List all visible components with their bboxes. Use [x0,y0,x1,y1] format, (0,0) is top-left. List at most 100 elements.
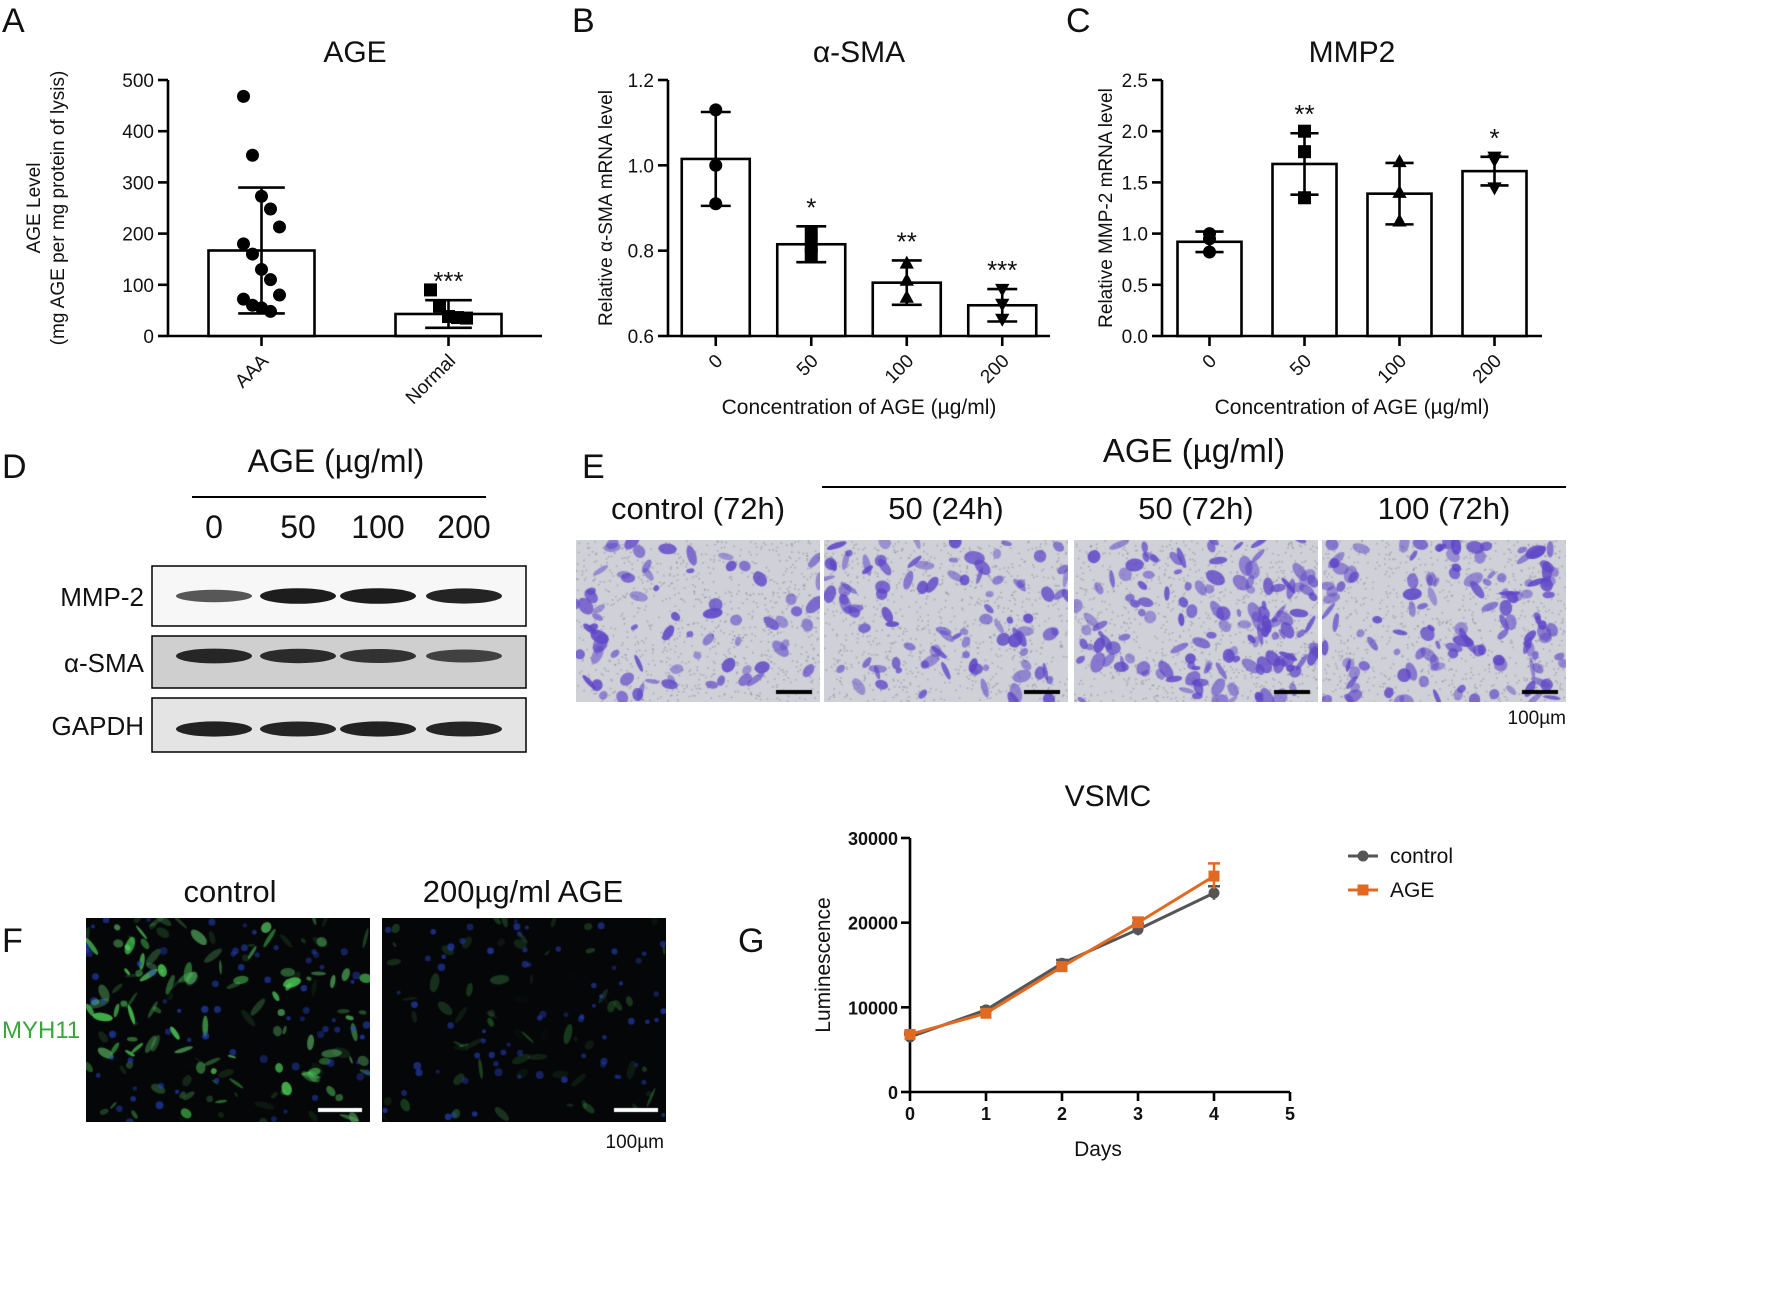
data-point [273,220,286,234]
blot-band [176,721,252,737]
data-point [237,89,250,103]
migration-micrograph [576,540,820,702]
data-point [1487,182,1502,196]
panel-letter-f: F [2,922,23,960]
x-axis-label: Concentration of AGE (µg/ml) [1215,396,1490,419]
panel-letter-a: A [2,2,25,40]
y-tick-label: 10000 [848,998,898,1018]
y-axis-label: Relative α-SMA mRNA level [596,90,617,326]
data-point [899,272,914,286]
migration-micrograph [824,540,1068,702]
x-tick-label: 100 [1374,351,1411,388]
data-point [264,273,277,287]
y-tick-label: 1.2 [628,71,654,92]
significance-marker: *** [987,255,1017,285]
data-point [1132,917,1144,929]
y-axis-label: AGE Level [24,163,45,254]
blot-band [260,588,336,604]
y-tick-label: 300 [122,173,154,194]
x-tick-label: 0 [705,351,727,373]
y-tick-label: 20000 [848,914,898,934]
data-point [995,313,1010,327]
panel-letter-e: E [582,448,605,486]
significance-marker: *** [433,266,463,296]
data-point [255,189,268,203]
blot-row-label: α-SMA [64,648,145,678]
data-point [1298,124,1311,138]
data-point [433,299,446,313]
migration-micrograph-canvas [824,540,1068,702]
condition-label: control (72h) [611,491,785,526]
x-tick-label: 2 [1057,1104,1067,1124]
blot-row-label: GAPDH [52,711,144,741]
blot-band [340,649,416,663]
data-point [709,158,723,172]
migration-assay-panel: AGE (µg/ml) control (72h) 50 (24h) 50 (72h)… [611,432,1566,729]
bar-200 [1461,169,1528,338]
blot-header: AGE (µg/ml) [248,443,425,479]
condition-label: 200µg/ml AGE [423,874,624,909]
x-tick-label: 1 [981,1104,991,1124]
data-point [1203,232,1216,246]
blot-band [260,721,336,737]
data-point [1203,245,1216,259]
fluorescence-micrograph [382,918,666,1122]
data-point [1392,184,1407,198]
x-axis-label: Concentration of AGE (µg/ml) [722,396,997,419]
lane-label: 50 [280,509,316,545]
data-point [246,148,259,162]
data-point [246,247,259,261]
condition-label: 100 (72h) [1378,491,1511,526]
chart-title: α-SMA [813,36,905,69]
data-point [995,283,1010,297]
significance-marker: * [1489,123,1499,153]
legend-marker [1357,850,1369,862]
x-axis-label: Days [1074,1138,1122,1161]
condition-label: control [183,874,276,909]
migration-micrograph-canvas [1074,540,1318,702]
chart-vsmc-growth: VSMC 0 10000 20000 30000 0 1 2 3 4 5 Days Luminescen… [812,780,1453,1161]
y-tick-label: 2.5 [1122,71,1148,92]
chart-title: MMP2 [1309,36,1396,69]
lane-label: 0 [205,509,223,545]
migration-header: AGE (µg/ml) [1103,432,1285,469]
x-tick-label: 50 [1286,351,1316,381]
series-line-age [909,874,1215,1036]
x-tick-label: Normal [402,351,460,409]
y-tick-label: 400 [122,122,154,143]
data-point [1208,887,1220,899]
y-tick-label: 0.5 [1122,276,1148,297]
data-point [899,289,914,303]
y-tick-label: 0.0 [1122,327,1148,348]
data-point [804,227,818,241]
y-tick-label: 0 [888,1083,898,1103]
panel-letter-d: D [2,448,27,486]
data-point [264,202,277,216]
y-tick-label: 200 [122,225,154,246]
data-point [804,248,818,262]
x-tick-label: 100 [881,351,918,388]
data-point [980,1007,992,1019]
blot-band [426,721,502,737]
blot-band [340,588,416,604]
x-tick-label: AAA [231,350,273,392]
x-tick-label: 0 [905,1104,915,1124]
immunofluorescence-panel: MYH11 control 200µg/ml AGE 100µm [2,874,664,1153]
y-axis-label: Relative MMP-2 mRNA level [1096,88,1117,328]
chart-title: AGE [323,36,386,69]
y-tick-label: 0.6 [628,327,654,348]
fluorescence-micrograph-canvas [86,918,370,1122]
chart-age-level: AGE 0 100 200 300 400 500 AGE Level (mg AGE per … [24,36,542,409]
data-point [709,197,723,211]
y-tick-label: 0.8 [628,242,654,263]
blot-band [426,649,502,663]
data-point [424,283,437,297]
scale-bar-label: 100µm [1508,708,1566,729]
lane-label: 100 [351,509,404,545]
y-tick-label: 500 [122,71,154,92]
data-point [273,288,286,302]
data-point [1208,870,1220,882]
significance-marker: * [806,192,816,222]
migration-micrograph-canvas [1322,540,1566,702]
data-point [1392,213,1407,227]
